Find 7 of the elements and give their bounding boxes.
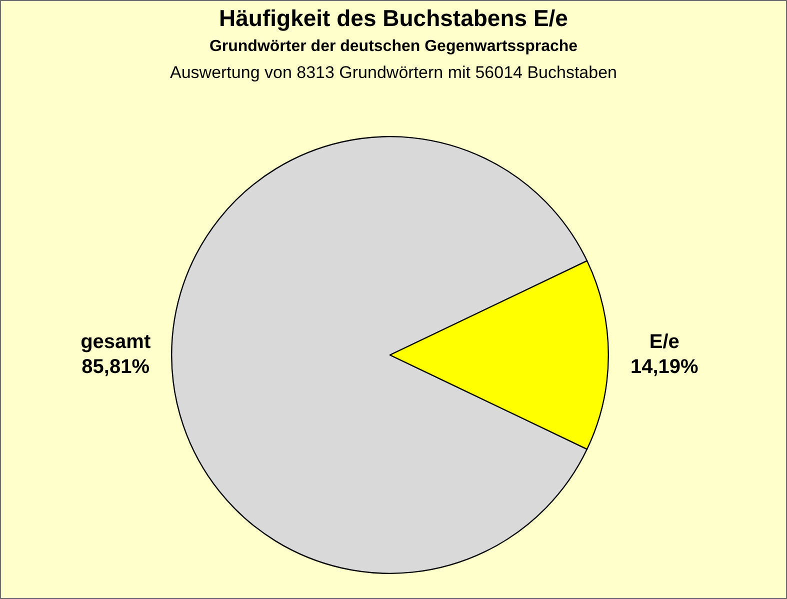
data-label: 14,19% bbox=[630, 356, 699, 378]
slice-label: E/e bbox=[649, 331, 680, 354]
chart-title: Häufigkeit des Buchstabens E/e bbox=[218, 5, 569, 31]
text: Auswertung von 8313 Grundwörtern mit 56014 Buchstaben bbox=[169, 63, 618, 82]
chart-subtitle: Grundwörter der deutschen Gegenwartssprache bbox=[208, 38, 579, 55]
slice-label: gesamt bbox=[80, 331, 151, 354]
data-label: 85,81% bbox=[82, 356, 150, 378]
